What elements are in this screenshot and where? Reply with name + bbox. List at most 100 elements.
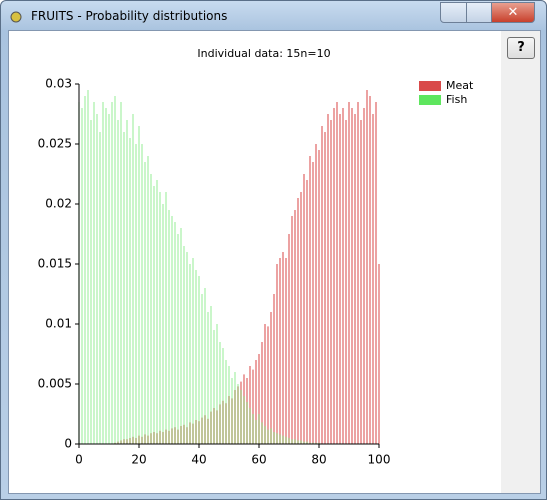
bar [255,360,257,444]
bar [225,360,227,444]
y-tick-label: 0 [64,437,72,451]
bar [186,252,188,444]
bar [372,114,374,444]
bar [147,156,149,444]
bar [201,294,203,444]
bar [270,428,272,444]
bar [105,108,107,444]
bar [204,288,206,444]
bar [150,174,152,444]
bar [99,132,101,444]
y-tick-label: 0.005 [38,377,72,391]
bar [318,150,320,444]
bar [279,258,281,444]
bar [165,192,167,444]
bar [126,120,128,444]
bar [300,192,302,444]
bar [303,441,305,444]
bar [294,210,296,444]
bar [237,384,239,444]
bar [195,270,197,444]
bar [378,264,380,444]
bar [345,120,347,444]
bar [309,442,311,444]
x-tick-label: 40 [191,453,206,467]
bar [315,442,317,444]
bar [351,108,353,444]
bar [156,180,158,444]
bar [249,408,251,444]
bar [141,144,143,444]
bar [288,234,290,444]
bar [333,108,335,444]
bar [327,114,329,444]
bar [318,442,320,444]
app-icon [10,11,22,23]
legend-swatch [419,95,441,105]
bar [360,120,362,444]
window-title: FRUITS - Probability distributions [31,9,228,23]
bar [162,204,164,444]
bar [363,108,365,444]
bar [276,264,278,444]
bar [171,216,173,444]
y-tick-label: 0.03 [45,77,72,91]
x-tick-label: 0 [75,453,83,467]
bar [282,252,284,444]
bar [111,102,113,444]
legend-label: Fish [446,93,467,106]
bar [189,264,191,444]
chart-title: Individual data: 15n=10 [197,47,330,60]
help-button[interactable]: ? [507,37,535,59]
bar [153,186,155,444]
bar [273,294,275,444]
bar [282,435,284,444]
bar [273,432,275,444]
bar [291,439,293,444]
bar [108,114,110,444]
y-tick-label: 0.01 [45,317,72,331]
side-panel: ? [501,31,540,493]
minimize-button[interactable] [440,2,467,23]
maximize-button[interactable] [466,2,492,23]
bar [174,222,176,444]
bar [228,366,230,444]
close-button[interactable]: ✕ [491,2,535,23]
client-area: Individual data: 15n=10 0 0.005 0.01 0.015 0.… [8,30,541,494]
bar [330,120,332,444]
bar [279,434,281,444]
bar [222,348,224,444]
bar [294,439,296,444]
bar [291,216,293,444]
bar [306,441,308,444]
bar [258,354,260,444]
bar [132,114,134,444]
bar [366,90,368,444]
bar [102,102,104,444]
bar [183,246,185,444]
y-tick-label: 0.025 [38,137,72,151]
bar [243,396,245,444]
title-bar: FRUITS - Probability distributions ✕ [1,1,546,31]
bar [213,330,215,444]
bar [240,390,242,444]
bar [207,312,209,444]
bar [198,276,200,444]
bar [339,114,341,444]
bar [309,156,311,444]
bar [267,429,269,444]
bar [357,102,359,444]
bar [180,228,182,444]
bar [369,96,371,444]
bar [375,102,377,444]
bar [276,433,278,444]
bar [261,342,263,444]
bar [120,102,122,444]
bar [264,426,266,444]
bar [114,96,116,444]
bar [297,198,299,444]
bar [252,369,254,444]
y-tick-label: 0.015 [38,257,72,271]
bar [336,102,338,444]
bar [210,306,212,444]
